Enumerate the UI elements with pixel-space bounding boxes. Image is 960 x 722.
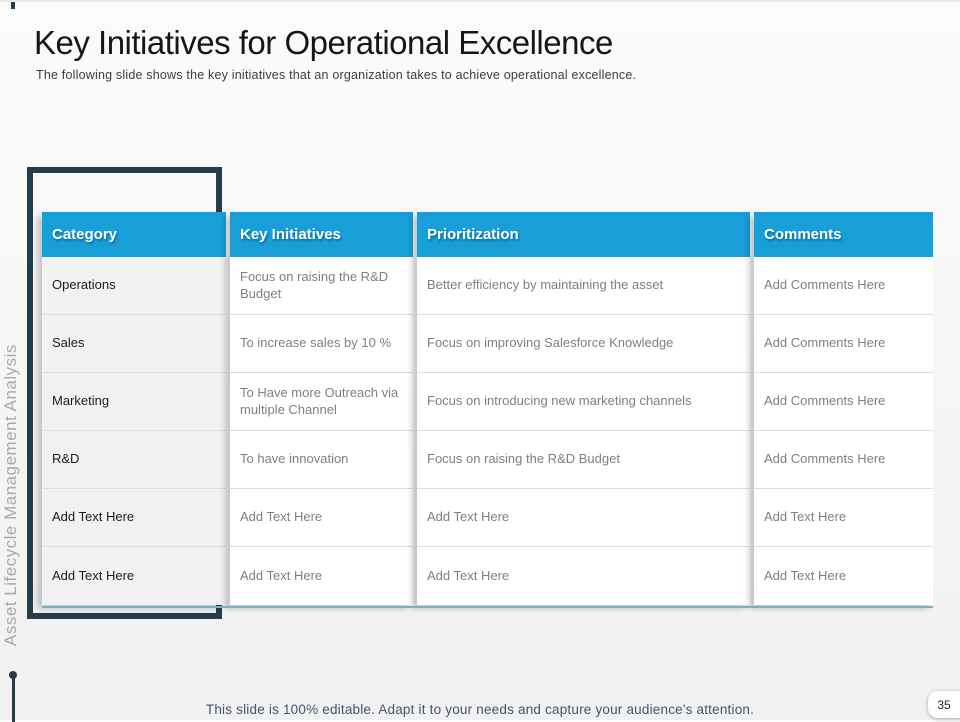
table-cell-row0-col2: Better efficiency by maintaining the ass… bbox=[417, 257, 750, 315]
table-cell-row1-col1: To increase sales by 10 % bbox=[230, 315, 413, 373]
column-header-category: Category bbox=[42, 212, 226, 257]
table-cell-row5-col1: Add Text Here bbox=[230, 547, 413, 605]
table-cell-row3-col0: R&D bbox=[42, 431, 226, 489]
table-column-key-initiatives: Key Initiatives Focus on raising the R&D … bbox=[230, 212, 413, 605]
page-number: 35 bbox=[937, 697, 951, 712]
table-cell-row1-col3: Add Comments Here bbox=[754, 315, 933, 373]
table-cell-row0-col0: Operations bbox=[42, 257, 226, 315]
footer-accent-dot bbox=[9, 671, 17, 679]
table-cell-row5-col0: Add Text Here bbox=[42, 547, 226, 605]
column-header-key-initiatives: Key Initiatives bbox=[230, 212, 413, 257]
table-cell-row3-col2: Focus on raising the R&D Budget bbox=[417, 431, 750, 489]
table-cell-row2-col0: Marketing bbox=[42, 373, 226, 431]
table-cell-row2-col1: To Have more Outreach via multiple Chann… bbox=[230, 373, 413, 431]
table-cell-row0-col1: Focus on raising the R&D Budget bbox=[230, 257, 413, 315]
table-cell-row4-col0: Add Text Here bbox=[42, 489, 226, 547]
table-cell-row5-col3: Add Text Here bbox=[754, 547, 933, 605]
page-title: Key Initiatives for Operational Excellen… bbox=[34, 24, 613, 61]
table-cell-row4-col2: Add Text Here bbox=[417, 489, 750, 547]
column-header-comments: Comments bbox=[754, 212, 933, 257]
table-bottom-accent-line bbox=[42, 606, 933, 608]
table-cell-row1-col0: Sales bbox=[42, 315, 226, 373]
page-number-badge: 35 bbox=[928, 691, 960, 718]
initiatives-table: Category Operations Sales Marketing R&D Add T… bbox=[42, 212, 933, 605]
table-cell-row5-col2: Add Text Here bbox=[417, 547, 750, 605]
table-cell-row3-col1: To have innovation bbox=[230, 431, 413, 489]
table-column-category: Category Operations Sales Marketing R&D Add T… bbox=[42, 212, 226, 605]
table-cell-row3-col3: Add Comments Here bbox=[754, 431, 933, 489]
top-accent-tick bbox=[11, 2, 15, 9]
side-vertical-label: Asset Lifecycle Management Analysis bbox=[1, 344, 20, 646]
table-cell-row1-col2: Focus on improving Salesforce Knowledge bbox=[417, 315, 750, 373]
column-header-prioritization: Prioritization bbox=[417, 212, 750, 257]
table-column-comments: Comments Add Comments Here Add Comments He… bbox=[754, 212, 933, 605]
table-cell-row0-col3: Add Comments Here bbox=[754, 257, 933, 315]
page-subtitle: The following slide shows the key initia… bbox=[36, 68, 637, 82]
footer-note: This slide is 100% editable. Adapt it to… bbox=[205, 702, 755, 717]
table-column-prioritization: Prioritization Better efficiency by maint… bbox=[417, 212, 750, 605]
table-cell-row4-col3: Add Text Here bbox=[754, 489, 933, 547]
table-cell-row4-col1: Add Text Here bbox=[230, 489, 413, 547]
table-cell-row2-col3: Add Comments Here bbox=[754, 373, 933, 431]
table-cell-row2-col2: Focus on introducing new marketing chann… bbox=[417, 373, 750, 431]
footer-accent-line bbox=[12, 678, 15, 722]
